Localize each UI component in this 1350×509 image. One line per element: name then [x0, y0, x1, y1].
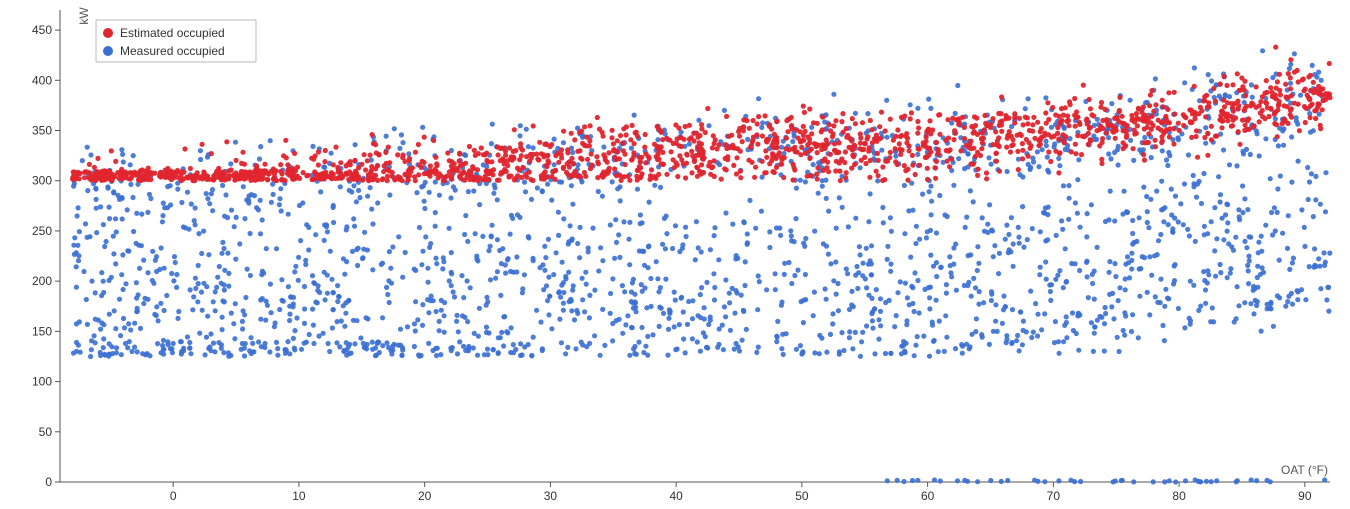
legend: Estimated occupied Measured occupied — [96, 20, 256, 62]
y-tick-label: 400 — [32, 73, 52, 87]
legend-label: Estimated occupied — [120, 26, 225, 40]
x-tick-label: 20 — [418, 489, 432, 503]
y-tick-label: 150 — [32, 324, 52, 338]
x-tick-label: 10 — [292, 489, 306, 503]
x-tick-label: 30 — [544, 489, 558, 503]
x-tick-label: 40 — [669, 489, 683, 503]
x-tick-label: 0 — [170, 489, 177, 503]
legend-marker — [103, 28, 113, 38]
y-tick-label: 0 — [45, 475, 52, 489]
legend-label: Measured occupied — [120, 44, 225, 58]
chart-canvas: 0 10 20 30 40 50 60 70 80 90 0 50 100 150 200 250 300 350… — [0, 0, 1350, 509]
x-tick-label: 80 — [1172, 489, 1186, 503]
scatter-chart: 0 10 20 30 40 50 60 70 80 90 0 50 100 150 200 250 300 350… — [0, 0, 1350, 509]
y-axis-title: kW — [77, 7, 91, 25]
y-tick-label: 50 — [39, 425, 53, 439]
x-tick-label: 90 — [1298, 489, 1312, 503]
y-tick-label: 100 — [32, 375, 52, 389]
y-tick-label: 350 — [32, 124, 52, 138]
y-tick-label: 300 — [32, 174, 52, 188]
y-tick-label: 200 — [32, 274, 52, 288]
y-tick-label: 250 — [32, 224, 52, 238]
x-tick-label: 70 — [1047, 489, 1061, 503]
x-axis-title: OAT (°F) — [1281, 463, 1328, 477]
x-tick-label: 60 — [921, 489, 935, 503]
y-tick-label: 450 — [32, 23, 52, 37]
legend-marker — [103, 46, 113, 56]
x-tick-label: 50 — [795, 489, 809, 503]
